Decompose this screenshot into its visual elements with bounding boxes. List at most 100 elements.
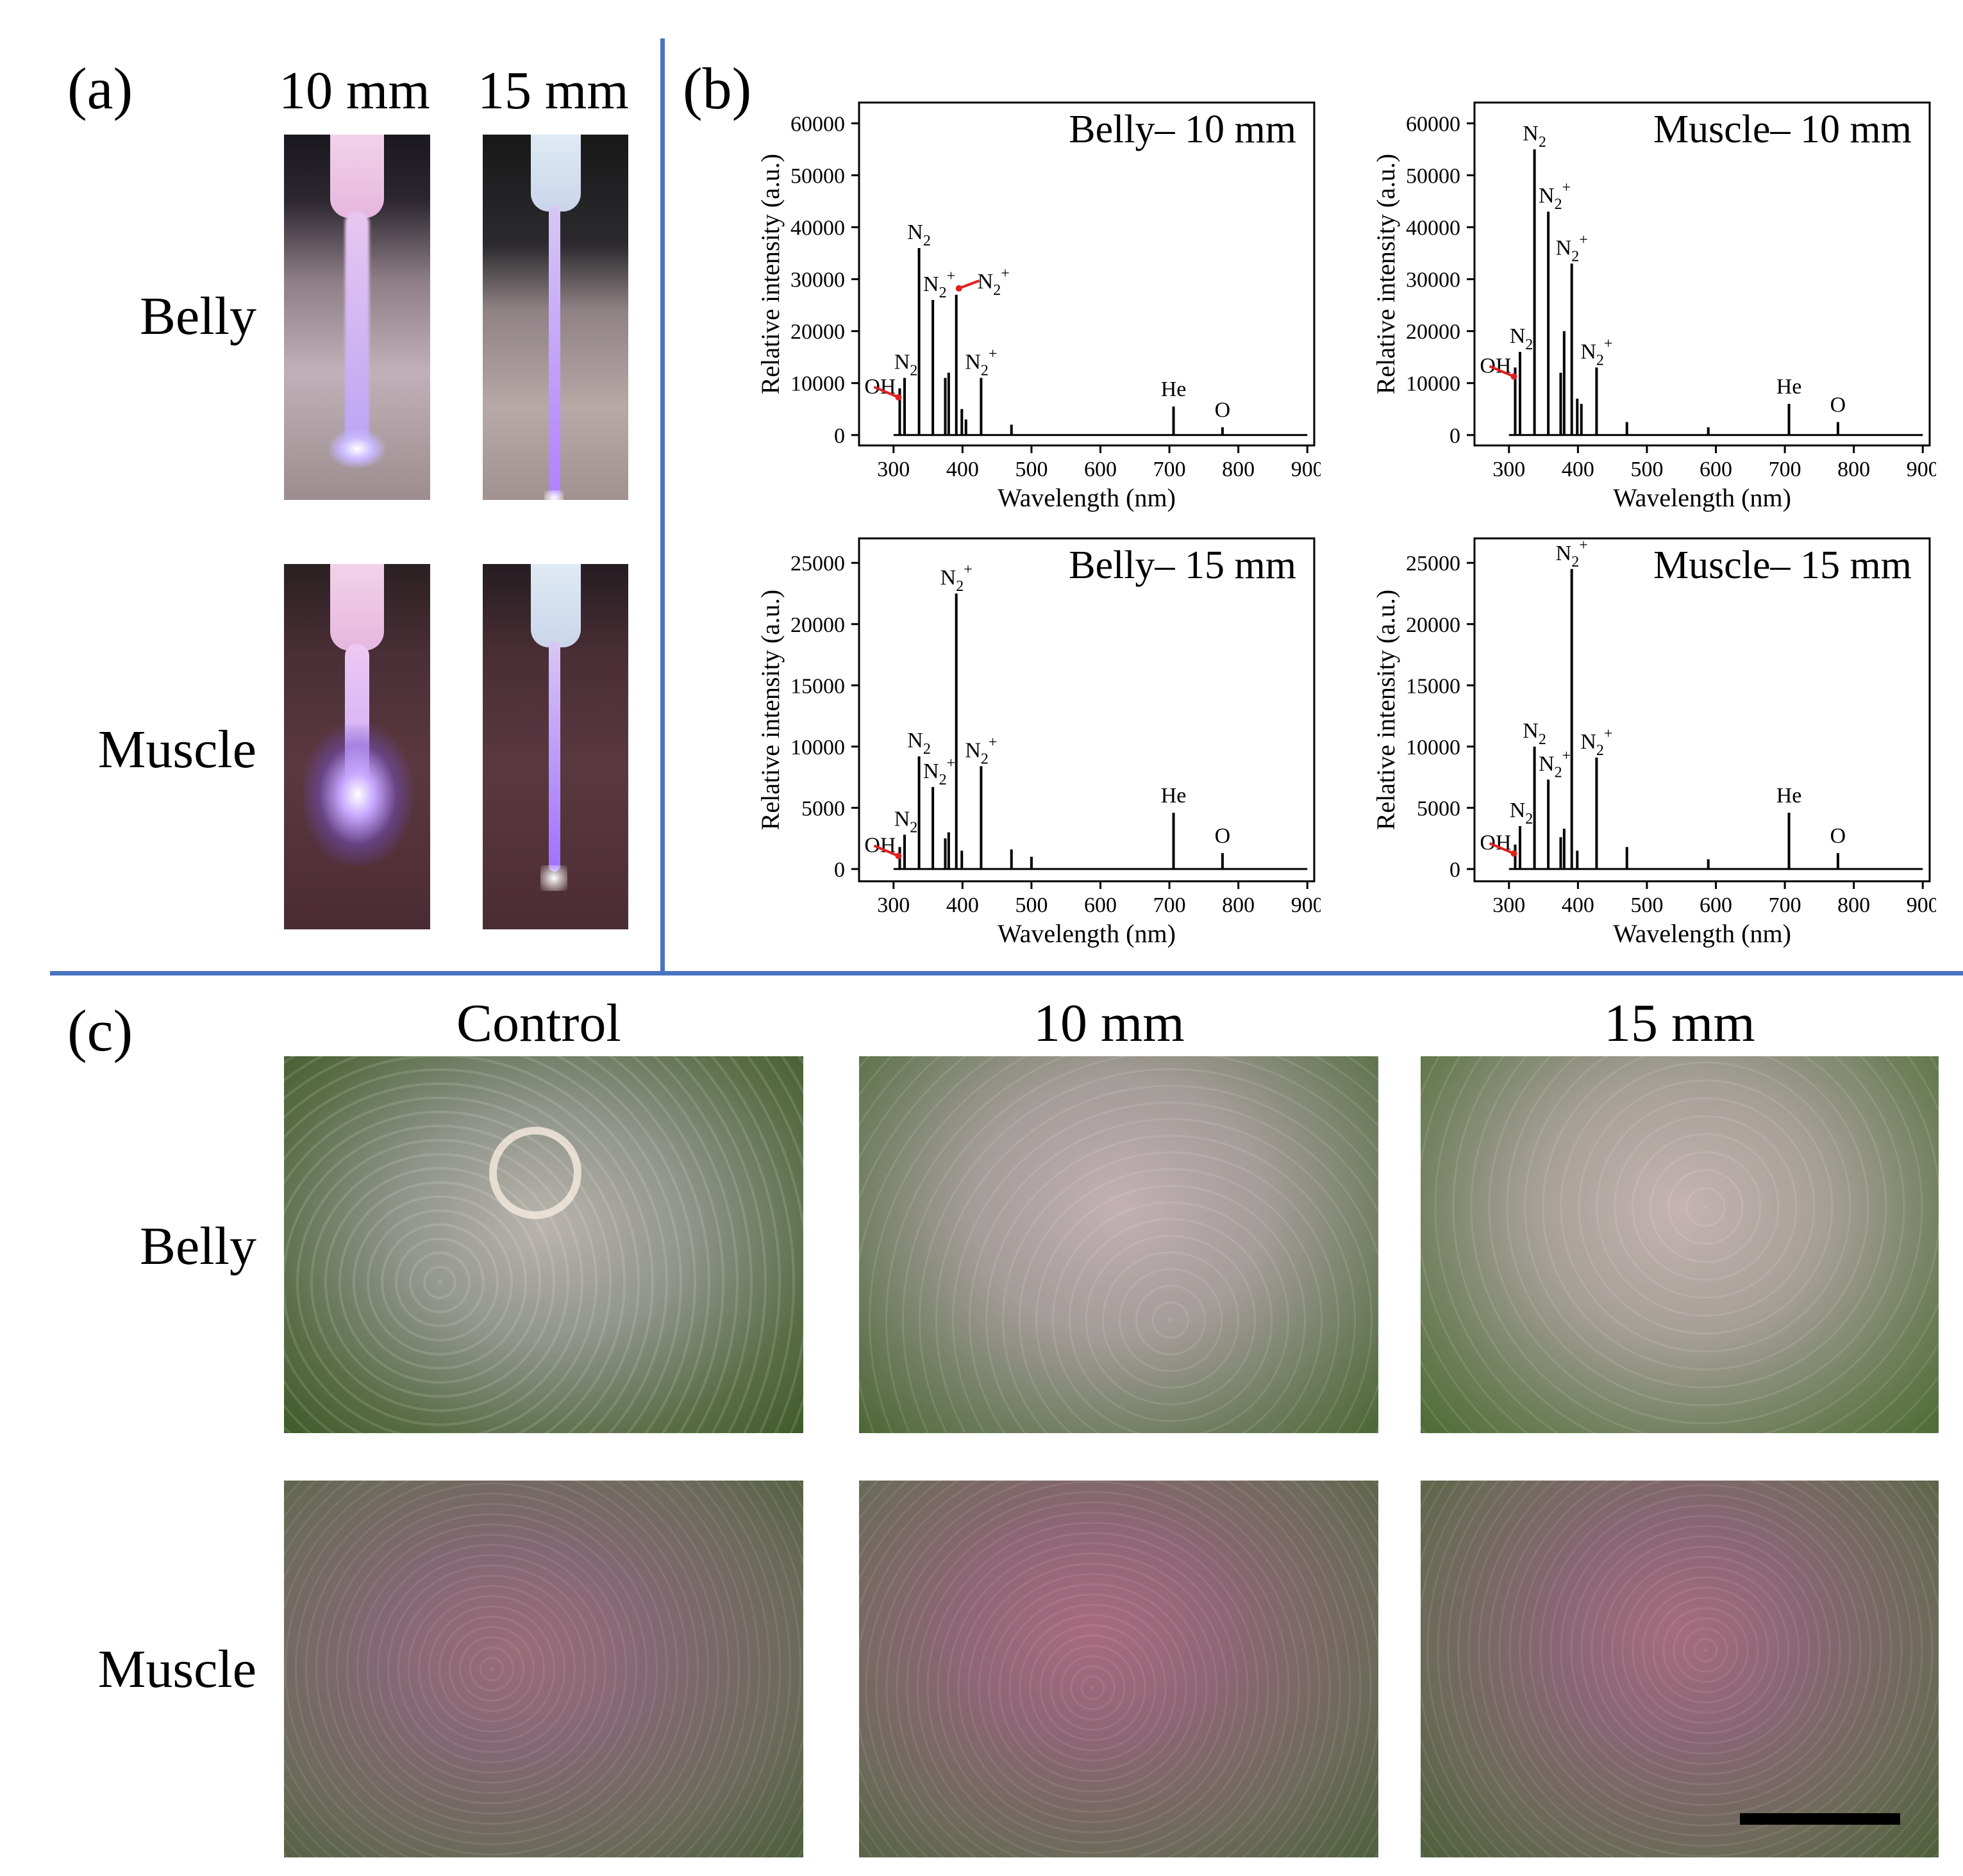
peak-label-base: N (907, 220, 923, 244)
x-tick-label: 400 (946, 458, 979, 481)
peak-label-superscript: + (989, 734, 998, 751)
peak-annotation: N2+ (940, 561, 973, 595)
peak-annotation: N2+ (1556, 231, 1588, 265)
peak-annotation: N2+ (978, 265, 1010, 299)
x-tick-label: 600 (1084, 458, 1117, 481)
red-arrow (873, 385, 899, 399)
peak-label-base: N (907, 729, 923, 752)
chart-title: Muscle– 10 mm (1653, 108, 1912, 151)
scale-bar (1740, 1813, 1900, 1825)
peak-label-subscript: 2 (981, 751, 989, 767)
peak-label-subscript: 2 (956, 578, 964, 595)
peak-annotation: N2+ (923, 268, 955, 301)
red-arrow (873, 844, 899, 858)
y-tick-label: 0 (834, 424, 845, 448)
y-tick-label: 60000 (790, 112, 845, 136)
peak-label-base: N (1523, 719, 1539, 743)
vertical-divider (660, 38, 665, 974)
peak-label-superscript: + (1562, 179, 1571, 196)
y-tick-label: 0 (1449, 858, 1460, 882)
peak-annotation: O (1215, 824, 1231, 848)
peak-label-subscript: 2 (1525, 336, 1533, 353)
peak-label-base: N (894, 807, 910, 831)
peak-label-subscript: 2 (939, 285, 947, 301)
y-tick-label: 5000 (1417, 797, 1460, 820)
peak-label-subscript: 2 (1525, 811, 1533, 827)
peak-label-base: N (923, 760, 939, 783)
y-tick-label: 15000 (790, 674, 845, 698)
red-arrow (1489, 842, 1515, 855)
x-tick-label: 700 (1769, 458, 1801, 481)
x-tick-label: 900 (1907, 458, 1936, 481)
x-tick-label: 500 (1630, 893, 1663, 917)
panel-c-letter: (c) (67, 998, 133, 1063)
peak-label-subscript: 2 (981, 363, 989, 379)
y-tick-label: 40000 (790, 217, 845, 240)
plasma-photo-muscle-15mm (483, 564, 628, 929)
peak-label-superscript: + (1604, 335, 1613, 352)
x-tick-label: 800 (1837, 458, 1870, 481)
peak-label-base: N (965, 351, 981, 374)
peak-label-base: N (923, 272, 939, 296)
x-tick-label: 800 (1837, 893, 1870, 917)
peak-label-superscript: + (1001, 265, 1010, 282)
micrograph-muscle-control (284, 1481, 803, 1857)
peak-label-base: N (1580, 340, 1596, 363)
peak-label-base: N (1510, 324, 1526, 348)
y-tick-label: 20000 (1406, 613, 1460, 637)
peak-label-superscript: + (1562, 747, 1571, 764)
micrograph-belly-10mm (859, 1056, 1378, 1433)
spectrum-chart-belly-10mm: 0 10000 20000 30000 40000 50000 60000 300 400 500… (750, 90, 1324, 526)
x-tick-label: 900 (1291, 458, 1321, 481)
x-tick-label: 400 (946, 893, 979, 917)
peak-label-base: N (978, 270, 994, 294)
peak-annotation: N2+ (923, 755, 955, 788)
spectrum-chart-muscle-15mm: 0 5000 10000 15000 20000 25000 300 400 500 600 700… (1366, 526, 1939, 961)
peak-annotation: N2 (1523, 122, 1546, 151)
peak-label-base: N (1556, 542, 1572, 565)
x-tick-label: 300 (1492, 458, 1525, 481)
plot-frame (858, 537, 1316, 883)
peak-label-subscript: 2 (1555, 196, 1562, 213)
y-tick-label: 10000 (790, 736, 845, 760)
plot-frame (858, 101, 1316, 447)
peak-label-subscript: 2 (923, 233, 931, 249)
peak-annotation: N2 (1510, 324, 1533, 353)
peak-label-superscript: + (947, 755, 956, 772)
y-tick-label: 50000 (790, 164, 845, 188)
peak-annotation: N2+ (1580, 726, 1612, 759)
y-tick-label: 0 (1449, 424, 1460, 448)
peak-label-subscript: 2 (1555, 764, 1562, 781)
peak-label-subscript: 2 (910, 819, 917, 836)
x-tick-label: 600 (1084, 893, 1117, 917)
x-tick-label: 700 (1769, 893, 1801, 917)
peak-label-superscript: + (947, 268, 956, 285)
panel-a-row-label-belly: Belly (140, 286, 256, 346)
peak-label-base: N (1523, 122, 1539, 145)
chart-title: Belly– 15 mm (1069, 544, 1296, 587)
peak-annotation: N2+ (1539, 179, 1571, 213)
panel-a-row-label-muscle: Muscle (97, 720, 256, 779)
x-tick-label: 400 (1562, 893, 1594, 917)
red-arrow (1489, 365, 1515, 378)
peak-label-subscript: 2 (1596, 352, 1604, 369)
peak-label-base: N (1556, 236, 1572, 260)
y-tick-label: 15000 (1406, 674, 1460, 698)
panel-c-col-label-10mm: 10 mm (1033, 993, 1185, 1053)
panel-c-row-label-muscle: Muscle (97, 1639, 256, 1699)
spectrum-chart-belly-15mm: 0 5000 10000 15000 20000 25000 300 400 500 600 700… (750, 526, 1324, 961)
y-tick-label: 20000 (790, 320, 845, 344)
red-arrow (958, 279, 980, 290)
y-axis-label: Relative intensity (a.u.) (756, 154, 785, 394)
peak-label-subscript: 2 (1539, 134, 1546, 151)
y-tick-label: 25000 (1406, 552, 1460, 576)
y-tick-label: 40000 (1406, 217, 1460, 240)
x-tick-label: 800 (1222, 893, 1255, 917)
peak-label-subscript: 2 (939, 772, 947, 788)
peak-annotation: N2+ (1580, 335, 1612, 369)
peak-label-subscript: 2 (1571, 248, 1579, 265)
peak-label-base: N (1510, 799, 1526, 822)
x-tick-label: 900 (1291, 893, 1321, 917)
peak-label-subscript: 2 (1539, 731, 1546, 748)
x-tick-label: 700 (1153, 893, 1186, 917)
